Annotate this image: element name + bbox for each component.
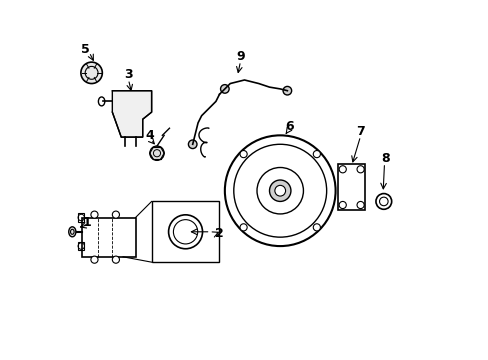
Bar — [78, 213, 83, 222]
Circle shape — [91, 211, 98, 218]
Circle shape — [188, 140, 197, 149]
Bar — [151, 202, 219, 262]
Circle shape — [269, 180, 290, 202]
Text: 7: 7 — [355, 125, 364, 138]
Text: 6: 6 — [284, 120, 293, 133]
Circle shape — [91, 256, 98, 263]
Circle shape — [220, 85, 229, 93]
Circle shape — [81, 62, 102, 84]
Bar — [78, 242, 83, 250]
Text: 4: 4 — [145, 129, 154, 142]
Text: 2: 2 — [215, 227, 224, 240]
Circle shape — [240, 224, 246, 231]
Circle shape — [112, 256, 119, 263]
Bar — [337, 164, 365, 210]
Text: 5: 5 — [81, 43, 90, 56]
Circle shape — [240, 150, 246, 158]
Circle shape — [112, 211, 119, 218]
Polygon shape — [112, 91, 151, 137]
Ellipse shape — [69, 227, 76, 237]
Text: 9: 9 — [236, 50, 245, 63]
Circle shape — [313, 150, 320, 158]
Text: 8: 8 — [381, 152, 389, 165]
Text: 3: 3 — [124, 68, 132, 81]
Circle shape — [149, 146, 164, 160]
Circle shape — [274, 185, 285, 196]
Bar — [82, 217, 135, 257]
Circle shape — [283, 86, 291, 95]
Circle shape — [313, 224, 320, 231]
Text: 1: 1 — [83, 216, 92, 229]
